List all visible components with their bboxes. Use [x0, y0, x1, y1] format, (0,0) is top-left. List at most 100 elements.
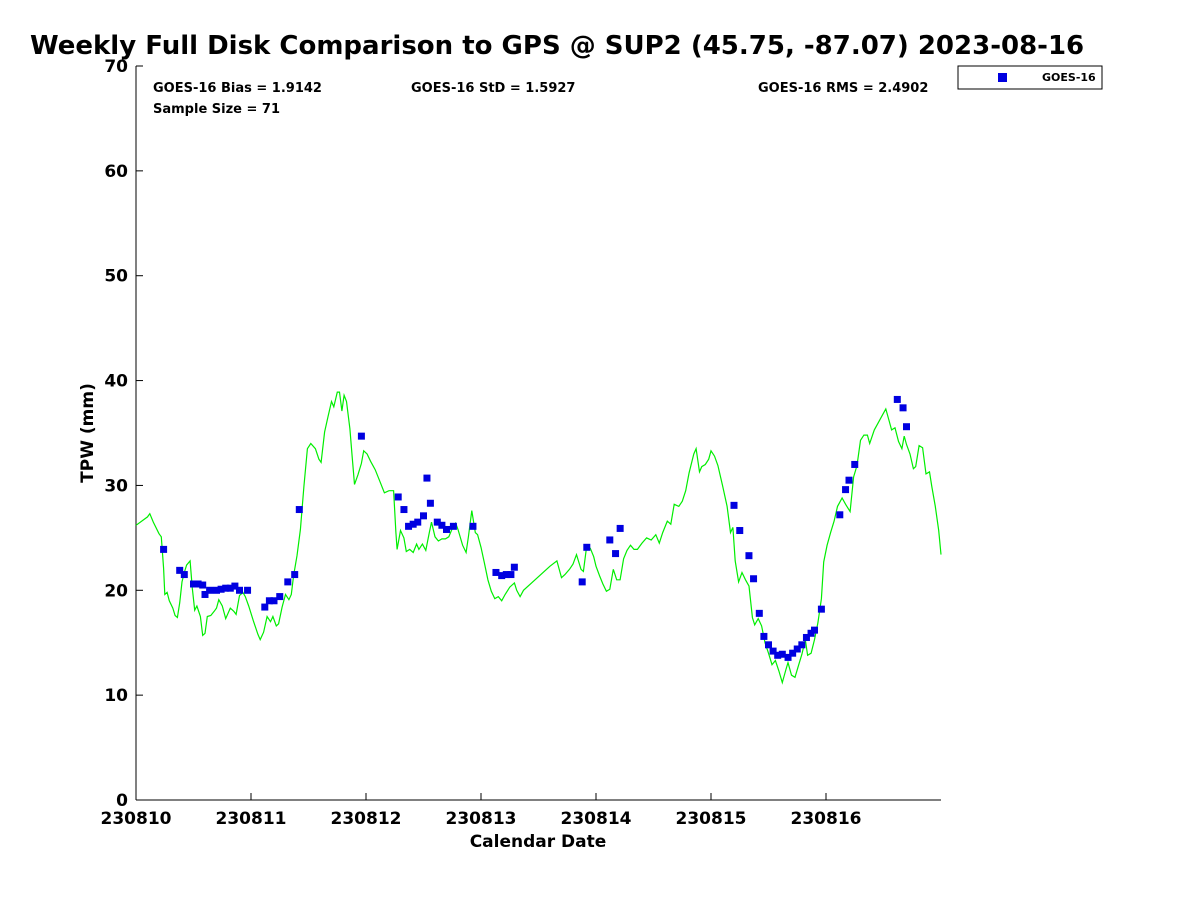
- goes16-point: [765, 641, 772, 649]
- gps-series-line: [135, 391, 942, 685]
- goes16-point: [405, 522, 413, 530]
- y-ticks: 0 10 20 30 40 50 60 70: [104, 57, 143, 811]
- goes16-point: [736, 527, 744, 535]
- y-tick-label: 70: [104, 57, 128, 77]
- goes16-point: [492, 568, 500, 576]
- goes16-point: [750, 575, 758, 583]
- stat-std: GOES-16 StD = 1.5927: [411, 81, 575, 96]
- x-tick-label: 230811: [216, 809, 287, 829]
- legend-box: [957, 65, 1103, 90]
- goes16-point: [433, 518, 441, 526]
- goes16-point: [284, 578, 292, 586]
- goes16-point: [836, 511, 844, 519]
- goes16-point: [295, 506, 303, 514]
- goes16-point: [244, 586, 252, 594]
- y-tick-label: 50: [104, 267, 128, 287]
- goes16-point: [199, 581, 207, 589]
- legend-label: GOES-16: [1042, 71, 1096, 84]
- goes16-point: [507, 571, 515, 579]
- goes16-point: [760, 632, 768, 640]
- goes16-point: [217, 585, 225, 593]
- goes16-point: [394, 493, 402, 501]
- goes16-point: [899, 404, 907, 412]
- y-tick-label: 20: [104, 581, 128, 601]
- goes16-point: [426, 499, 434, 507]
- goes16-point: [842, 486, 850, 494]
- goes16-point: [789, 649, 797, 657]
- y-tick-label: 10: [104, 686, 128, 706]
- y-tick-label: 0: [116, 791, 128, 811]
- goes16-point: [213, 586, 220, 594]
- goes16-point: [793, 645, 801, 653]
- goes16-point: [194, 580, 202, 588]
- goes16-point: [769, 647, 777, 655]
- goes16-point: [420, 512, 427, 520]
- goes16-point: [755, 609, 763, 617]
- goes16-point: [265, 597, 273, 605]
- goes16-point: [817, 605, 825, 613]
- goes16-point: [438, 521, 446, 529]
- goes16-point: [903, 423, 910, 431]
- goes16-series-points: [160, 395, 910, 661]
- goes16-point: [400, 506, 408, 514]
- goes16-point: [510, 563, 518, 571]
- y-tick-label: 60: [104, 162, 128, 182]
- x-tick-label: 230814: [561, 809, 632, 829]
- x-tick-label: 230812: [331, 809, 402, 829]
- stat-sample-size: Sample Size = 71: [153, 102, 280, 117]
- x-tick-label: 230813: [446, 809, 517, 829]
- goes16-point: [276, 593, 284, 601]
- legend-marker-square: [998, 73, 1007, 82]
- stat-bias: GOES-16 Bias = 1.9142: [153, 81, 322, 96]
- goes16-point: [206, 586, 214, 594]
- goes16-point: [612, 550, 620, 558]
- x-tick-label: 230810: [101, 809, 172, 829]
- x-tick-label: 230815: [676, 809, 747, 829]
- goes16-point: [778, 650, 786, 658]
- goes16-point: [616, 524, 624, 532]
- plot-area: 0 10 20 30 40 50 60 70 230810 230811 230812 230813…: [101, 57, 942, 829]
- goes16-point: [798, 641, 806, 649]
- goes16-point: [851, 460, 859, 468]
- chart-title: Weekly Full Disk Comparison to GPS @ SUP…: [30, 31, 1084, 61]
- goes16-point: [774, 651, 782, 659]
- goes16-point: [498, 572, 506, 580]
- legend: GOES-16: [957, 65, 1103, 90]
- goes16-point: [845, 476, 853, 484]
- goes16-point: [423, 474, 431, 482]
- goes16-point: [357, 432, 365, 440]
- goes16-point: [784, 653, 792, 661]
- goes16-point: [291, 571, 299, 579]
- goes16-point: [811, 626, 818, 634]
- goes16-point: [231, 582, 239, 590]
- x-tick-label: 230816: [791, 809, 862, 829]
- goes16-point: [261, 603, 269, 611]
- y-tick-label: 40: [104, 372, 128, 392]
- goes16-point: [180, 571, 188, 579]
- goes16-point: [226, 584, 234, 592]
- goes16-point: [730, 501, 738, 509]
- goes16-point: [409, 520, 417, 528]
- x-axis-label: Calendar Date: [470, 832, 607, 852]
- gps-line: [135, 391, 942, 685]
- goes16-point: [802, 633, 810, 641]
- goes16-point: [502, 571, 510, 579]
- goes16-point: [414, 518, 422, 526]
- goes16-point: [236, 586, 243, 594]
- goes16-point: [176, 566, 184, 574]
- goes16-point: [443, 525, 450, 533]
- goes16-point: [893, 395, 901, 403]
- goes16-point: [270, 597, 278, 605]
- goes16-point: [745, 552, 753, 560]
- goes16-point: [583, 543, 591, 551]
- goes16-point: [201, 590, 209, 598]
- goes16-point: [190, 580, 197, 588]
- goes16-point: [578, 578, 586, 586]
- y-tick-label: 30: [104, 476, 128, 496]
- goes16-point: [606, 536, 614, 544]
- x-ticks: 230810 230811 230812 230813 230814 230815 2308…: [101, 793, 862, 829]
- y-axis-label: TPW (mm): [78, 383, 98, 483]
- goes16-point: [449, 522, 457, 530]
- goes16-point: [222, 584, 230, 592]
